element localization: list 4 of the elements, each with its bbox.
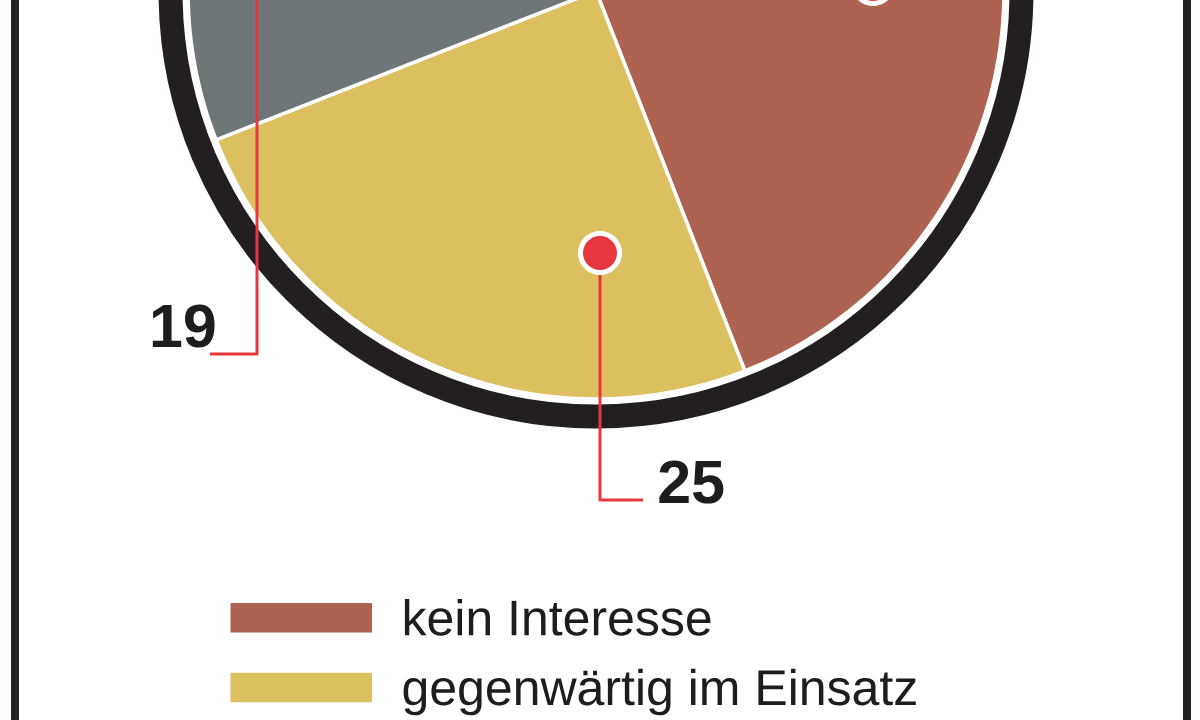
legend-label: gegenwärtig im Einsatz xyxy=(403,668,916,716)
legend-label: kein Interesse xyxy=(404,598,711,636)
data-label: 25 xyxy=(659,460,724,504)
data-label: 19 xyxy=(152,304,215,348)
